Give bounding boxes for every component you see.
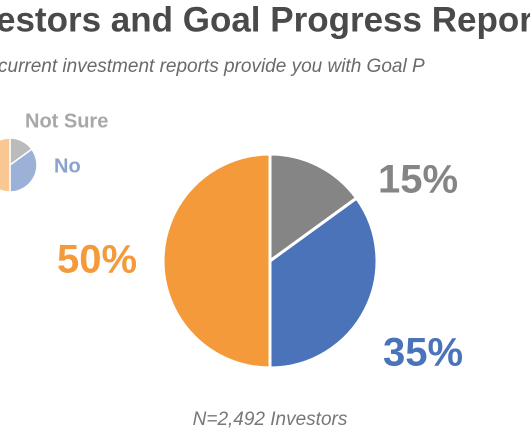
- pie-slice: [161, 152, 272, 370]
- pie-slice: [268, 152, 359, 263]
- legend-pie: [0, 137, 11, 193]
- chart-subtitle: current investment reports provide you w…: [0, 56, 425, 77]
- data-label: 15%: [378, 158, 458, 202]
- pie-slice: [268, 196, 379, 370]
- legend-label: No: [54, 155, 81, 177]
- chart-title: estors and Goal Progress Repor: [0, 0, 530, 39]
- footnote: N=2,492 Investors: [193, 409, 348, 430]
- data-label: 35%: [383, 331, 463, 375]
- data-label: 50%: [57, 238, 137, 282]
- legend-label: Not Sure: [25, 110, 108, 132]
- legend-pie: [9, 148, 38, 193]
